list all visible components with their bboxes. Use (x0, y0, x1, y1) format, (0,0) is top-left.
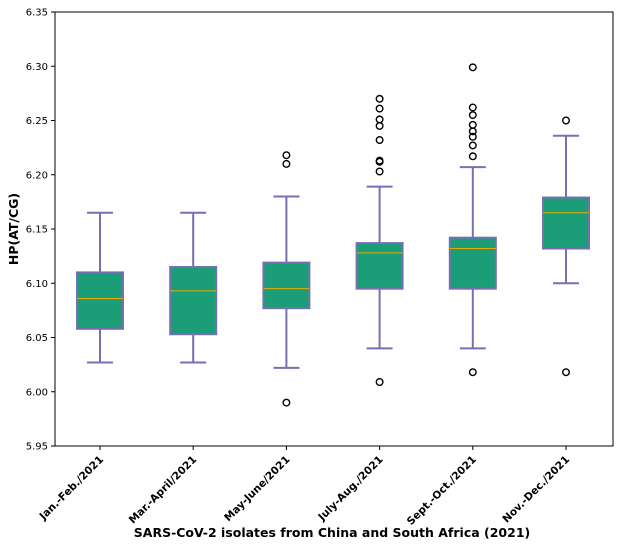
box-iqr (355, 242, 404, 290)
y-tick-label: 6.35 (26, 8, 48, 19)
box-iqr (262, 261, 311, 310)
y-axis-title: HP(AT/CG) (6, 193, 21, 265)
x-axis-ticks: Jan.-Feb./2021 Mar.-April/2021 May-June/20… (37, 446, 572, 528)
x-tick-label: Nov.-Dec./2021 (500, 454, 572, 526)
y-tick-label: 6.30 (26, 62, 48, 73)
outlier-point (468, 152, 477, 161)
y-tick-label: 6.20 (26, 170, 48, 181)
outlier-point (562, 116, 571, 125)
y-tick-label: 6.00 (26, 387, 48, 398)
x-tick-label: Jan.-Feb./2021 (37, 454, 106, 523)
outlier-point (375, 115, 384, 124)
outlier-point (468, 141, 477, 150)
outlier-point (375, 377, 384, 386)
outlier-point (468, 63, 477, 72)
outlier-point (282, 151, 291, 160)
y-tick-label: 5.95 (26, 442, 48, 453)
x-tick-label: May-June/2021 (222, 454, 292, 524)
outlier-point (468, 120, 477, 129)
outlier-point (375, 156, 384, 165)
outlier-point (375, 136, 384, 145)
box-group (448, 63, 497, 377)
y-tick-label: 6.25 (26, 116, 48, 127)
outlier-point (468, 368, 477, 377)
box-group (542, 116, 590, 377)
y-tick-label: 6.10 (26, 279, 48, 290)
box-group (76, 211, 124, 364)
outlier-point (375, 121, 384, 130)
outlier-point (282, 159, 291, 168)
box-group (169, 211, 218, 364)
box-group (355, 94, 404, 386)
box-group (262, 151, 311, 407)
box-iqr (169, 265, 218, 336)
outlier-point (468, 103, 477, 112)
box-iqr (448, 236, 497, 290)
boxes-layer (76, 63, 590, 407)
x-tick-label: Mar.-April/2021 (127, 454, 200, 527)
box-iqr (542, 196, 590, 250)
y-tick-label: 6.05 (26, 333, 48, 344)
outlier-point (468, 111, 477, 120)
outlier-point (468, 132, 477, 141)
x-axis-title: SARS-CoV-2 isolates from China and South… (134, 525, 530, 540)
x-tick-label: Sept.-Oct./2021 (405, 454, 479, 528)
y-tick-label: 6.15 (26, 225, 48, 236)
y-axis-ticks: 5.95 6.00 6.05 6.10 6.15 6.20 6.25 6.30 6.35 (26, 8, 55, 453)
outlier-point (375, 104, 384, 113)
plot-area-frame (54, 11, 614, 447)
outlier-point (375, 94, 384, 103)
outlier-point (282, 398, 291, 407)
outlier-point (375, 167, 384, 176)
box-iqr (76, 271, 124, 330)
x-tick-label: July-Aug./2021 (315, 454, 385, 524)
outlier-point (562, 368, 571, 377)
